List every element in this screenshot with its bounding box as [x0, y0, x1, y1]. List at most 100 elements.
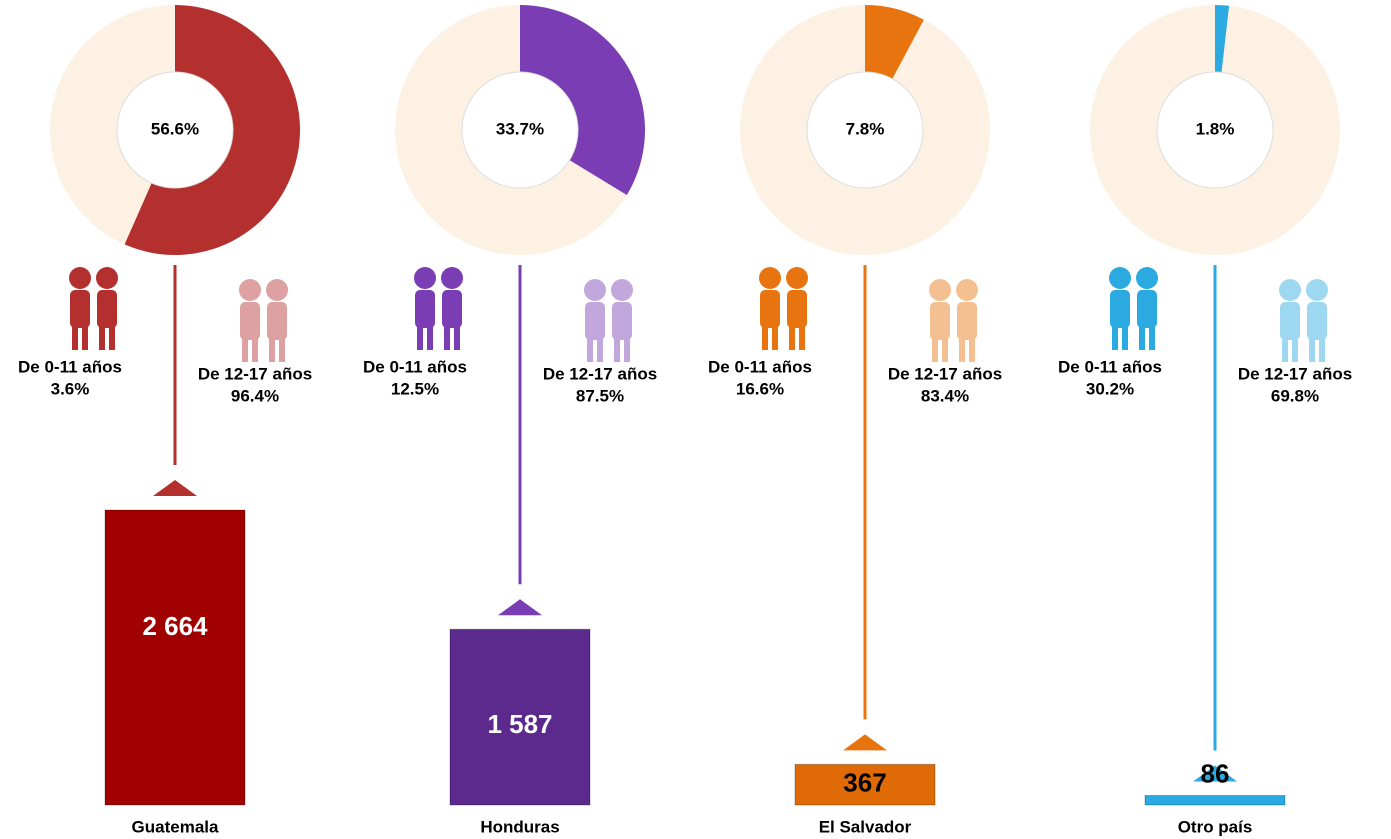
figure-leg: [597, 338, 603, 362]
age-group-value: 30.2%: [1086, 379, 1134, 398]
figure-body: [267, 302, 287, 340]
figure-body: [930, 302, 950, 340]
category-label: El Salvador: [819, 817, 912, 836]
child-icon: [1136, 267, 1158, 350]
bar-value-label: 2 664: [142, 611, 208, 641]
category-label: Honduras: [480, 817, 559, 836]
figure-leg: [969, 338, 975, 362]
age-group-name: De 0-11 años: [708, 357, 812, 376]
figure-leg: [942, 338, 948, 362]
donut-hole: [461, 71, 579, 189]
figure-leg: [252, 338, 258, 362]
figure-body: [787, 290, 807, 328]
figure-body: [585, 302, 605, 340]
figure-head: [929, 279, 951, 301]
figure-body: [1137, 290, 1157, 328]
donut-segment: [865, 5, 924, 79]
figure-head: [584, 279, 606, 301]
child-icon: [1109, 267, 1131, 350]
figure-body: [70, 290, 90, 328]
child-icon: [441, 267, 463, 350]
donut-hole: [1156, 71, 1274, 189]
figure-body: [442, 290, 462, 328]
share-label: 7.8%: [846, 119, 885, 138]
bar: [449, 628, 591, 806]
age-group-value: 12.5%: [391, 379, 439, 398]
figure-leg: [1282, 338, 1288, 362]
age-group-name: De 12-17 años: [888, 364, 1002, 383]
category-label: Guatemala: [132, 817, 219, 836]
figure-leg: [799, 326, 805, 350]
category-label: Otro país: [1178, 817, 1253, 836]
figure-head: [786, 267, 808, 289]
pointer: [153, 480, 197, 496]
donut-segment: [520, 5, 645, 195]
age-group-name: De 12-17 años: [543, 364, 657, 383]
figure-leg: [1122, 326, 1128, 350]
age-group-name: De 12-17 años: [198, 364, 312, 383]
bar: [794, 763, 936, 806]
age-group-value: 3.6%: [51, 379, 90, 398]
teen-icon: [239, 279, 261, 362]
age-group-value: 69.8%: [1271, 386, 1319, 405]
share-label: 1.8%: [1196, 119, 1235, 138]
bar: [104, 509, 246, 806]
figure-head: [956, 279, 978, 301]
bar: [1144, 794, 1286, 806]
figure-leg: [82, 326, 88, 350]
figure-leg: [762, 326, 768, 350]
figure-leg: [959, 338, 965, 362]
teen-icon: [1279, 279, 1301, 362]
age-group-value: 96.4%: [231, 386, 279, 405]
figure-head: [69, 267, 91, 289]
figure-body: [1280, 302, 1300, 340]
teen-icon: [611, 279, 633, 362]
figure-leg: [279, 338, 285, 362]
figure-leg: [772, 326, 778, 350]
figure-leg: [444, 326, 450, 350]
figure-leg: [1112, 326, 1118, 350]
figure-leg: [587, 338, 593, 362]
figure-body: [1110, 290, 1130, 328]
age-group-name: De 0-11 años: [18, 357, 122, 376]
figure-leg: [242, 338, 248, 362]
age-group-value: 16.6%: [736, 379, 784, 398]
figure-leg: [1139, 326, 1145, 350]
figure-leg: [1309, 338, 1315, 362]
figure-head: [611, 279, 633, 301]
child-icon: [96, 267, 118, 350]
bar-value-label: 1 587: [487, 709, 552, 739]
age-group-name: De 12-17 años: [1238, 364, 1352, 383]
figure-head: [414, 267, 436, 289]
figure-body: [240, 302, 260, 340]
figure-head: [759, 267, 781, 289]
child-icon: [414, 267, 436, 350]
child-icon: [69, 267, 91, 350]
figure-body: [1307, 302, 1327, 340]
age-group-name: De 0-11 años: [363, 357, 467, 376]
bar-value-label: 367: [843, 768, 886, 798]
donut-segment: [1215, 5, 1230, 73]
donut-segment: [124, 5, 300, 255]
figure-head: [239, 279, 261, 301]
figure-leg: [99, 326, 105, 350]
figure-body: [612, 302, 632, 340]
figure-leg: [1149, 326, 1155, 350]
figure-leg: [624, 338, 630, 362]
pointer: [498, 599, 542, 616]
teen-icon: [266, 279, 288, 362]
figure-body: [415, 290, 435, 328]
share-label: 33.7%: [496, 119, 544, 138]
figure-body: [760, 290, 780, 328]
donut-hole: [116, 71, 234, 189]
figure-leg: [269, 338, 275, 362]
teen-icon: [584, 279, 606, 362]
figure-leg: [417, 326, 423, 350]
figure-head: [1306, 279, 1328, 301]
donut-hole: [806, 71, 924, 189]
teen-icon: [956, 279, 978, 362]
pointer: [843, 734, 887, 751]
figure-head: [1136, 267, 1158, 289]
age-group-name: De 0-11 años: [1058, 357, 1162, 376]
